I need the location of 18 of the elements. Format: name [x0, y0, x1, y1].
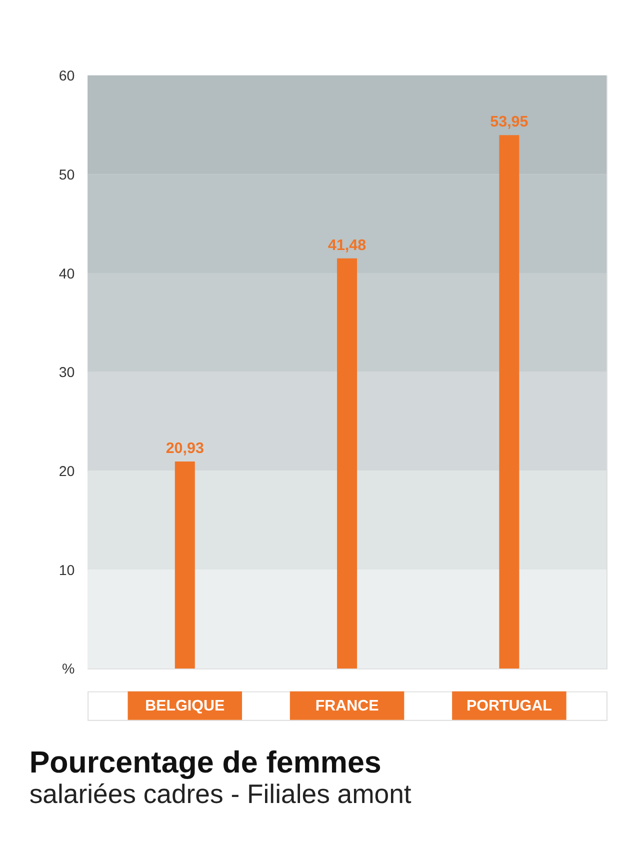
y-tick-label: 40 [58, 266, 75, 282]
x-tick-label: BELGIQUE [145, 697, 225, 714]
y-tick-label: % [62, 662, 76, 678]
text: salariées cadres - Filiales amont [29, 779, 412, 810]
x-tick-label: PORTUGAL [466, 697, 552, 714]
text: 53,95 [490, 114, 528, 131]
y-tick-label: 10 [58, 562, 75, 579]
bar [499, 135, 520, 668]
text: 41,48 [328, 236, 366, 254]
x-tick-label: FRANCE [315, 697, 379, 714]
y-tick-label: 50 [58, 167, 75, 184]
y-tick-label: 30 [58, 365, 75, 382]
bar [337, 258, 358, 668]
y-tick-label: 60 [58, 68, 75, 85]
text: 20,93 [166, 440, 204, 457]
text: Pourcentage de femmes [29, 746, 382, 780]
y-tick-label: 20 [58, 464, 75, 480]
bar [174, 462, 195, 668]
